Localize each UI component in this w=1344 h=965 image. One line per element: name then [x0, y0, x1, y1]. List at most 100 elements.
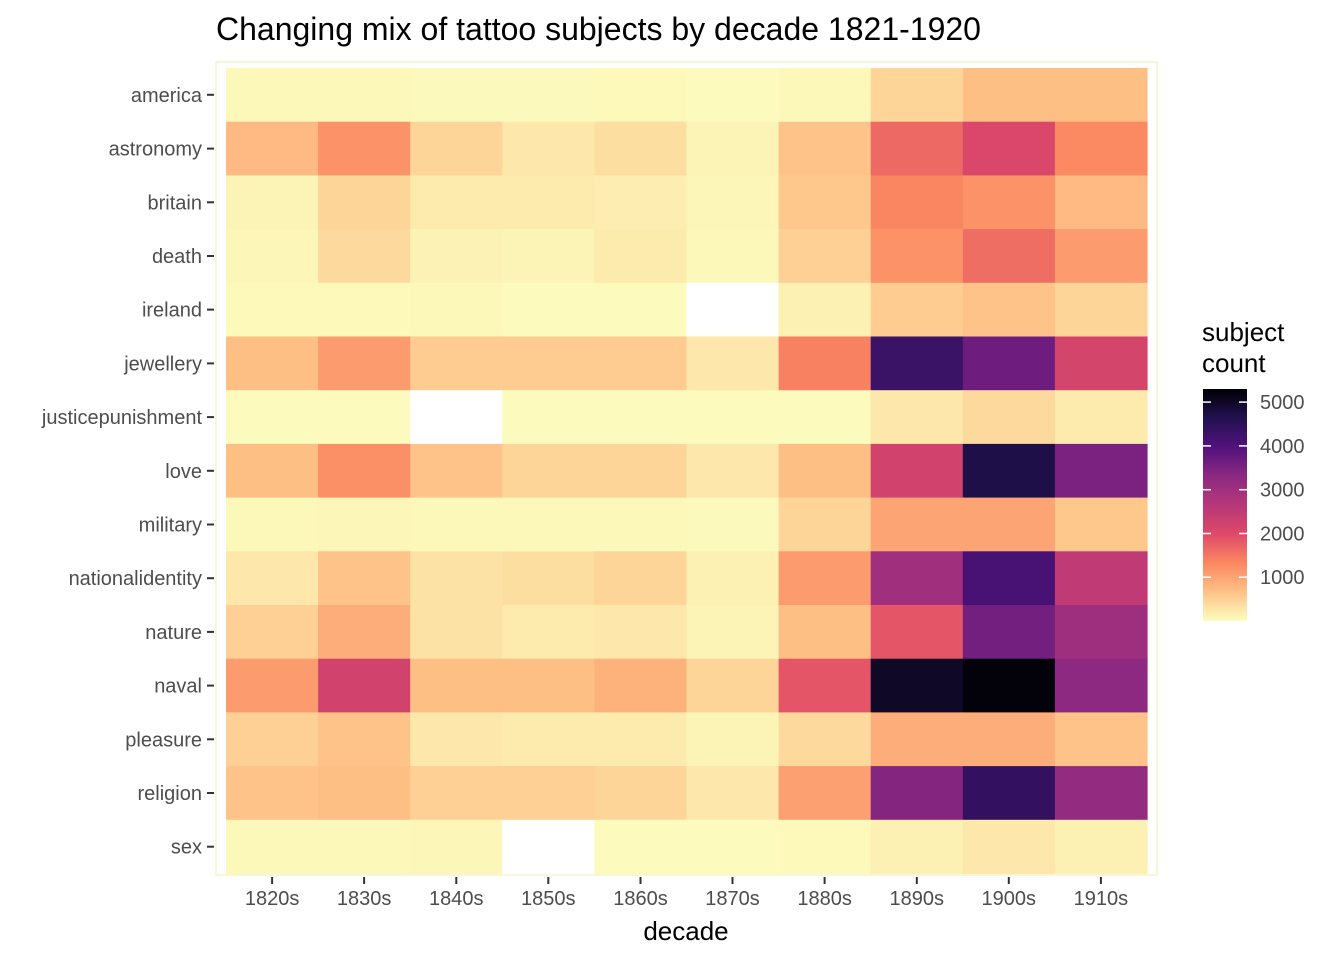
heatmap-cell-astronomy-1850s — [502, 121, 595, 176]
legend-title-line1: subject — [1202, 317, 1285, 347]
legend-tick-label: 5000 — [1260, 392, 1305, 414]
heatmap-cell-death-1820s — [226, 229, 319, 284]
heatmap-cell-jewellery-1840s — [410, 336, 503, 391]
heatmap-cell-nationalidentity-1820s — [226, 551, 319, 606]
heatmap-cell-religion-1870s — [686, 766, 780, 821]
heatmap-cell-nature-1890s — [870, 605, 964, 660]
heatmap-cell-military-1860s — [594, 497, 688, 552]
heatmap-cell-love-1850s — [502, 443, 595, 499]
y-tick-label: britain — [148, 192, 202, 214]
heatmap-cell-america-1890s — [870, 68, 964, 123]
heatmap-cell-justicepunishment-1840s — [410, 390, 503, 445]
heatmap-cell-love-1870s — [686, 443, 780, 499]
heatmap-cell-america-1840s — [410, 68, 503, 123]
heatmap-cell-justicepunishment-1830s — [318, 390, 411, 445]
heatmap-cell-ireland-1900s — [962, 282, 1056, 338]
heatmap-cell-ireland-1830s — [318, 282, 411, 338]
y-tick-label: religion — [138, 783, 202, 805]
heatmap-cell-britain-1850s — [502, 175, 595, 230]
heatmap-cell-nature-1860s — [594, 605, 688, 660]
heatmap-cell-justicepunishment-1860s — [594, 390, 688, 445]
y-tick-label: ireland — [142, 300, 202, 322]
heatmap-cell-nature-1880s — [778, 605, 872, 660]
heatmap-cell-jewellery-1880s — [778, 336, 872, 391]
heatmap-cell-death-1890s — [870, 229, 964, 284]
heatmap-cell-military-1850s — [502, 497, 595, 552]
x-tick-label: 1850s — [521, 888, 576, 910]
heatmap-cell-naval-1900s — [962, 658, 1056, 713]
heatmap-cell-america-1820s — [226, 68, 319, 123]
heatmap-cell-religion-1890s — [870, 766, 964, 821]
heatmap-cell-ireland-1910s — [1054, 282, 1148, 338]
heatmap-cell-justicepunishment-1880s — [778, 390, 872, 445]
y-tick-label: sex — [171, 837, 202, 859]
heatmap-cell-jewellery-1850s — [502, 336, 595, 391]
x-tick-label: 1820s — [245, 888, 300, 910]
heatmap-cell-sex-1840s — [410, 819, 503, 875]
heatmap-cell-justicepunishment-1870s — [686, 390, 780, 445]
x-tick-label: 1840s — [429, 888, 484, 910]
heatmap-cell-religion-1860s — [594, 766, 688, 821]
color-legend: subject count 1000 2000 3000 4000 5000 — [1202, 317, 1305, 621]
heatmap-cell-naval-1890s — [870, 658, 964, 713]
heatmap-cell-ireland-1880s — [778, 282, 872, 338]
heatmap-cell-death-1870s — [686, 229, 780, 284]
heatmap-cell-death-1900s — [962, 229, 1056, 284]
heatmap-cell-military-1910s — [1054, 497, 1148, 552]
heatmap-cell-nature-1820s — [226, 605, 319, 660]
y-tick-label: nationalidentity — [69, 568, 202, 590]
heatmap-cell-love-1880s — [778, 443, 872, 499]
heatmap-cell-astronomy-1870s — [686, 121, 780, 176]
heatmap-cell-pleasure-1870s — [686, 712, 780, 767]
heatmap-cell-america-1910s — [1054, 68, 1148, 123]
heatmap-cell-love-1830s — [318, 443, 411, 499]
x-tick-label: 1900s — [982, 888, 1037, 910]
heatmap-cell-nature-1900s — [962, 605, 1056, 660]
heatmap-cell-death-1830s — [318, 229, 411, 284]
heatmap-cell-sex-1850s — [502, 819, 595, 875]
heatmap-cell-nationalidentity-1900s — [962, 551, 1056, 606]
heatmap-cell-nationalidentity-1860s — [594, 551, 688, 606]
heatmap-cell-military-1880s — [778, 497, 872, 552]
heatmap-cell-sex-1880s — [778, 819, 872, 875]
y-tick-label: pleasure — [125, 729, 202, 751]
y-tick-label: justicepunishment — [41, 407, 203, 429]
heatmap-cell-astronomy-1820s — [226, 121, 319, 176]
heatmap-cell-nature-1870s — [686, 605, 780, 660]
heatmap-cell-america-1880s — [778, 68, 872, 123]
heatmap-cell-nationalidentity-1870s — [686, 551, 780, 606]
chart-title: Changing mix of tattoo subjects by decad… — [216, 11, 981, 47]
heatmap-cell-justicepunishment-1900s — [962, 390, 1056, 445]
y-tick-label: naval — [154, 676, 202, 698]
heatmap-cell-astronomy-1880s — [778, 121, 872, 176]
y-axis: america astronomy britain death ireland jewel… — [41, 85, 214, 859]
heatmap-cell-america-1870s — [686, 68, 780, 123]
heatmap-cell-jewellery-1830s — [318, 336, 411, 391]
heatmap-cell-pleasure-1860s — [594, 712, 688, 767]
heatmap-cell-sex-1900s — [962, 819, 1056, 875]
x-tick-label: 1880s — [797, 888, 852, 910]
heatmap-cell-pleasure-1880s — [778, 712, 872, 767]
heatmap-cell-love-1860s — [594, 443, 688, 499]
heatmap-cell-sex-1870s — [686, 819, 780, 875]
heatmap-cell-naval-1850s — [502, 658, 595, 713]
heatmap-cell-death-1880s — [778, 229, 872, 284]
heatmap-cell-justicepunishment-1910s — [1054, 390, 1148, 445]
heatmap-cell-religion-1840s — [410, 766, 503, 821]
x-axis-title: decade — [643, 916, 728, 946]
heatmap-cell-military-1840s — [410, 497, 503, 552]
heatmap-cell-love-1840s — [410, 443, 503, 499]
x-tick-label: 1910s — [1074, 888, 1129, 910]
heatmap-cells — [226, 68, 1148, 875]
y-tick-label: death — [152, 246, 202, 268]
x-tick-label: 1870s — [705, 888, 760, 910]
heatmap-cell-astronomy-1910s — [1054, 121, 1148, 176]
heatmap-cell-britain-1910s — [1054, 175, 1148, 230]
y-tick-label: nature — [145, 622, 202, 644]
heatmap-cell-america-1860s — [594, 68, 688, 123]
heatmap-cell-sex-1910s — [1054, 819, 1148, 875]
heatmap-cell-america-1900s — [962, 68, 1056, 123]
heatmap-cell-jewellery-1900s — [962, 336, 1056, 391]
legend-title-line2: count — [1202, 348, 1266, 378]
